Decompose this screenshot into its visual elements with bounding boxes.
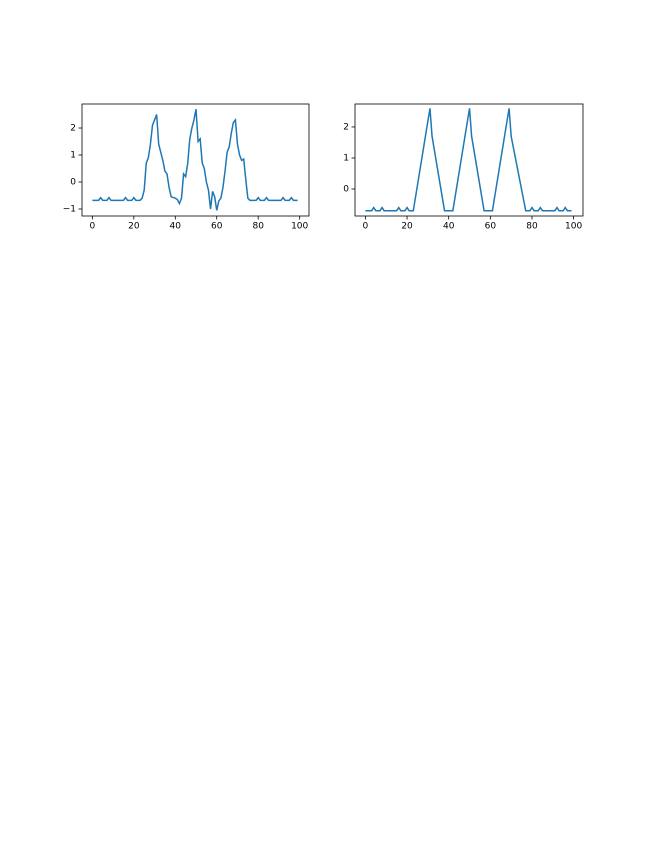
axes-frame [81,103,310,217]
x-tick-label: 40 [443,222,455,232]
y-tick-label: 0 [343,185,349,195]
x-tick-label: 0 [89,222,95,232]
x-tick-label: 80 [252,222,264,232]
axes-frame [354,103,584,217]
x-tick-label: 60 [485,222,497,232]
x-tick-label: 20 [128,222,140,232]
x-tick-label: 100 [291,222,308,232]
x-tick-label: 60 [211,222,223,232]
x-tick-label: 100 [565,222,582,232]
x-tick-label: 40 [170,222,182,232]
x-tick-label: 80 [526,222,538,232]
x-tick-label: 0 [363,222,369,232]
y-tick-label: 2 [343,122,349,132]
x-tick-label: 20 [401,222,413,232]
y-tick-label: 2 [70,124,76,134]
y-tick-label: 1 [70,151,76,161]
line [92,108,298,211]
y-tick-label: −1 [63,204,76,214]
y-tick-label: 1 [343,153,349,163]
line [365,108,572,212]
y-tick-label: 0 [70,177,76,187]
